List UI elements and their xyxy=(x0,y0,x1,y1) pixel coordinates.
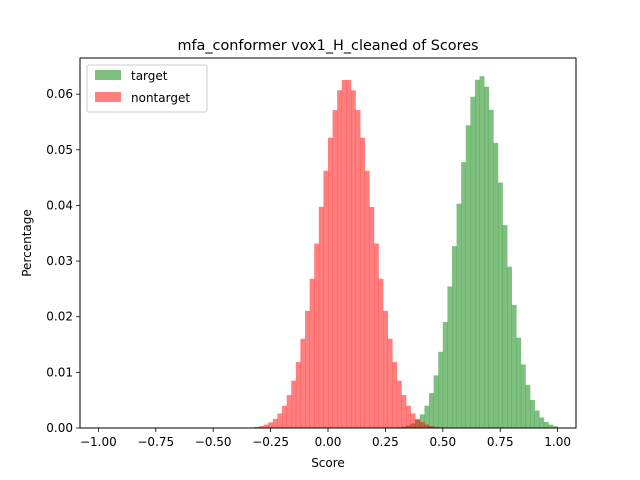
legend-swatch-nontarget xyxy=(95,92,121,102)
x-tick-label: 0.00 xyxy=(315,435,342,449)
histogram-bar-nontarget xyxy=(401,395,407,428)
histogram-bar-nontarget xyxy=(396,380,402,428)
histogram-bar-nontarget xyxy=(350,90,356,428)
histogram-bar-target xyxy=(474,79,480,429)
x-tick-label: 0.25 xyxy=(372,435,399,449)
histogram-bar-nontarget xyxy=(406,405,411,428)
histogram-bar-nontarget xyxy=(300,338,306,428)
histogram-bar-target xyxy=(465,125,471,429)
histogram-bar-nontarget xyxy=(383,310,388,428)
histogram-bar-nontarget xyxy=(282,405,287,428)
x-tick-label: 1.00 xyxy=(544,435,571,449)
histogram-bar-nontarget xyxy=(424,424,430,428)
histogram-bar-target xyxy=(543,421,549,428)
histogram-bar-target xyxy=(461,162,467,428)
histogram-bar-nontarget xyxy=(263,424,269,428)
y-axis-title: Percentage xyxy=(20,209,34,277)
histogram-bar-target xyxy=(553,426,558,428)
legend-swatch-target xyxy=(95,70,121,80)
histogram-bar-nontarget xyxy=(295,362,301,428)
histogram-bar-nontarget xyxy=(328,137,333,428)
histogram-bar-target xyxy=(502,225,508,428)
histogram-bar-target xyxy=(493,142,499,428)
histogram-bar-nontarget xyxy=(429,426,434,428)
histogram-bar-target xyxy=(548,424,554,428)
x-tick-label: −0.25 xyxy=(252,435,289,449)
histogram-bar-nontarget xyxy=(323,170,329,428)
histogram-bar-nontarget xyxy=(355,110,361,428)
histogram-bar-target xyxy=(497,182,503,428)
histogram-bar-nontarget xyxy=(332,110,338,428)
histogram-bar-target xyxy=(507,266,512,428)
y-tick-label: 0.06 xyxy=(46,87,73,101)
histogram-bar-nontarget xyxy=(364,170,370,428)
x-axis: −1.00 −0.75 −0.50 −0.25 0.00 0.25 0.50 0.75 1.00 xyxy=(80,428,571,449)
histogram-bar-nontarget xyxy=(346,79,352,428)
histogram-bar-nontarget xyxy=(433,426,439,428)
histogram-bar-nontarget xyxy=(318,206,324,428)
x-tick-label: −0.75 xyxy=(137,435,174,449)
histogram-bar-nontarget xyxy=(314,243,320,428)
histogram-bar-nontarget xyxy=(387,338,393,428)
x-tick-label: −1.00 xyxy=(80,435,117,449)
x-tick-label: 0.50 xyxy=(429,435,456,449)
histogram-bar-nontarget xyxy=(341,79,347,428)
x-axis-title: Score xyxy=(311,456,345,470)
histogram-bar-nontarget xyxy=(373,243,379,428)
y-tick-label: 0.05 xyxy=(46,143,73,157)
histogram-bar-target xyxy=(424,405,430,428)
histogram-bar-nontarget xyxy=(291,380,297,428)
histogram-bar-nontarget xyxy=(360,137,366,428)
histogram-bar-nontarget xyxy=(410,413,416,428)
histogram-bar-nontarget xyxy=(337,90,343,428)
histogram-bar-target xyxy=(534,410,540,428)
legend-label-nontarget: nontarget xyxy=(131,91,190,105)
x-tick-label: −0.50 xyxy=(195,435,232,449)
legend: target nontarget xyxy=(86,64,208,113)
histogram-bar-target xyxy=(429,393,434,428)
histogram-bar-target xyxy=(484,86,490,428)
histogram-bar-nontarget xyxy=(305,310,310,428)
histogram-bar-target xyxy=(539,417,545,428)
histogram-bar-nontarget xyxy=(392,362,398,428)
y-axis: 0.00 0.01 0.02 0.03 0.04 0.05 0.06 xyxy=(46,87,80,435)
histogram-bar-target xyxy=(456,203,462,428)
bars-layer xyxy=(240,76,558,429)
histogram-bar-target xyxy=(511,304,517,428)
histogram-bar-target xyxy=(520,364,526,428)
histogram-bar-target xyxy=(530,399,535,428)
histogram-bar-target xyxy=(438,351,444,428)
y-tick-label: 0.01 xyxy=(46,365,73,379)
histogram-bar-target xyxy=(516,337,522,428)
histogram-bar-target xyxy=(442,322,448,428)
chart-title: mfa_conformer vox1_H_cleaned of Scores xyxy=(177,38,478,54)
histogram-bar-nontarget xyxy=(254,426,260,428)
histogram-bar-nontarget xyxy=(309,278,315,428)
histogram-bar-nontarget xyxy=(277,413,283,428)
histogram-bar-nontarget xyxy=(259,426,264,428)
y-tick-label: 0.00 xyxy=(46,421,73,435)
histogram-bar-nontarget xyxy=(272,418,278,428)
y-tick-label: 0.02 xyxy=(46,310,73,324)
histogram-bar-target xyxy=(479,76,485,429)
histogram-bar-nontarget xyxy=(286,395,292,428)
histogram-bar-target xyxy=(419,414,425,428)
histogram-bar-target xyxy=(470,96,476,428)
histogram-bar-target xyxy=(525,384,531,428)
histogram-bar-nontarget xyxy=(268,422,274,428)
histogram-bar-target xyxy=(447,286,453,428)
histogram-bar-target xyxy=(433,375,439,428)
legend-label-target: target xyxy=(131,69,168,83)
histogram-bar-target xyxy=(452,246,457,428)
y-tick-label: 0.04 xyxy=(46,198,73,212)
x-tick-label: 0.75 xyxy=(487,435,514,449)
histogram-bar-nontarget xyxy=(415,418,421,428)
histogram-bar-nontarget xyxy=(378,278,384,428)
histogram-bar-nontarget xyxy=(419,422,425,428)
y-tick-label: 0.03 xyxy=(46,254,73,268)
histogram-bar-target xyxy=(488,109,494,428)
histogram-bar-nontarget xyxy=(369,206,375,428)
